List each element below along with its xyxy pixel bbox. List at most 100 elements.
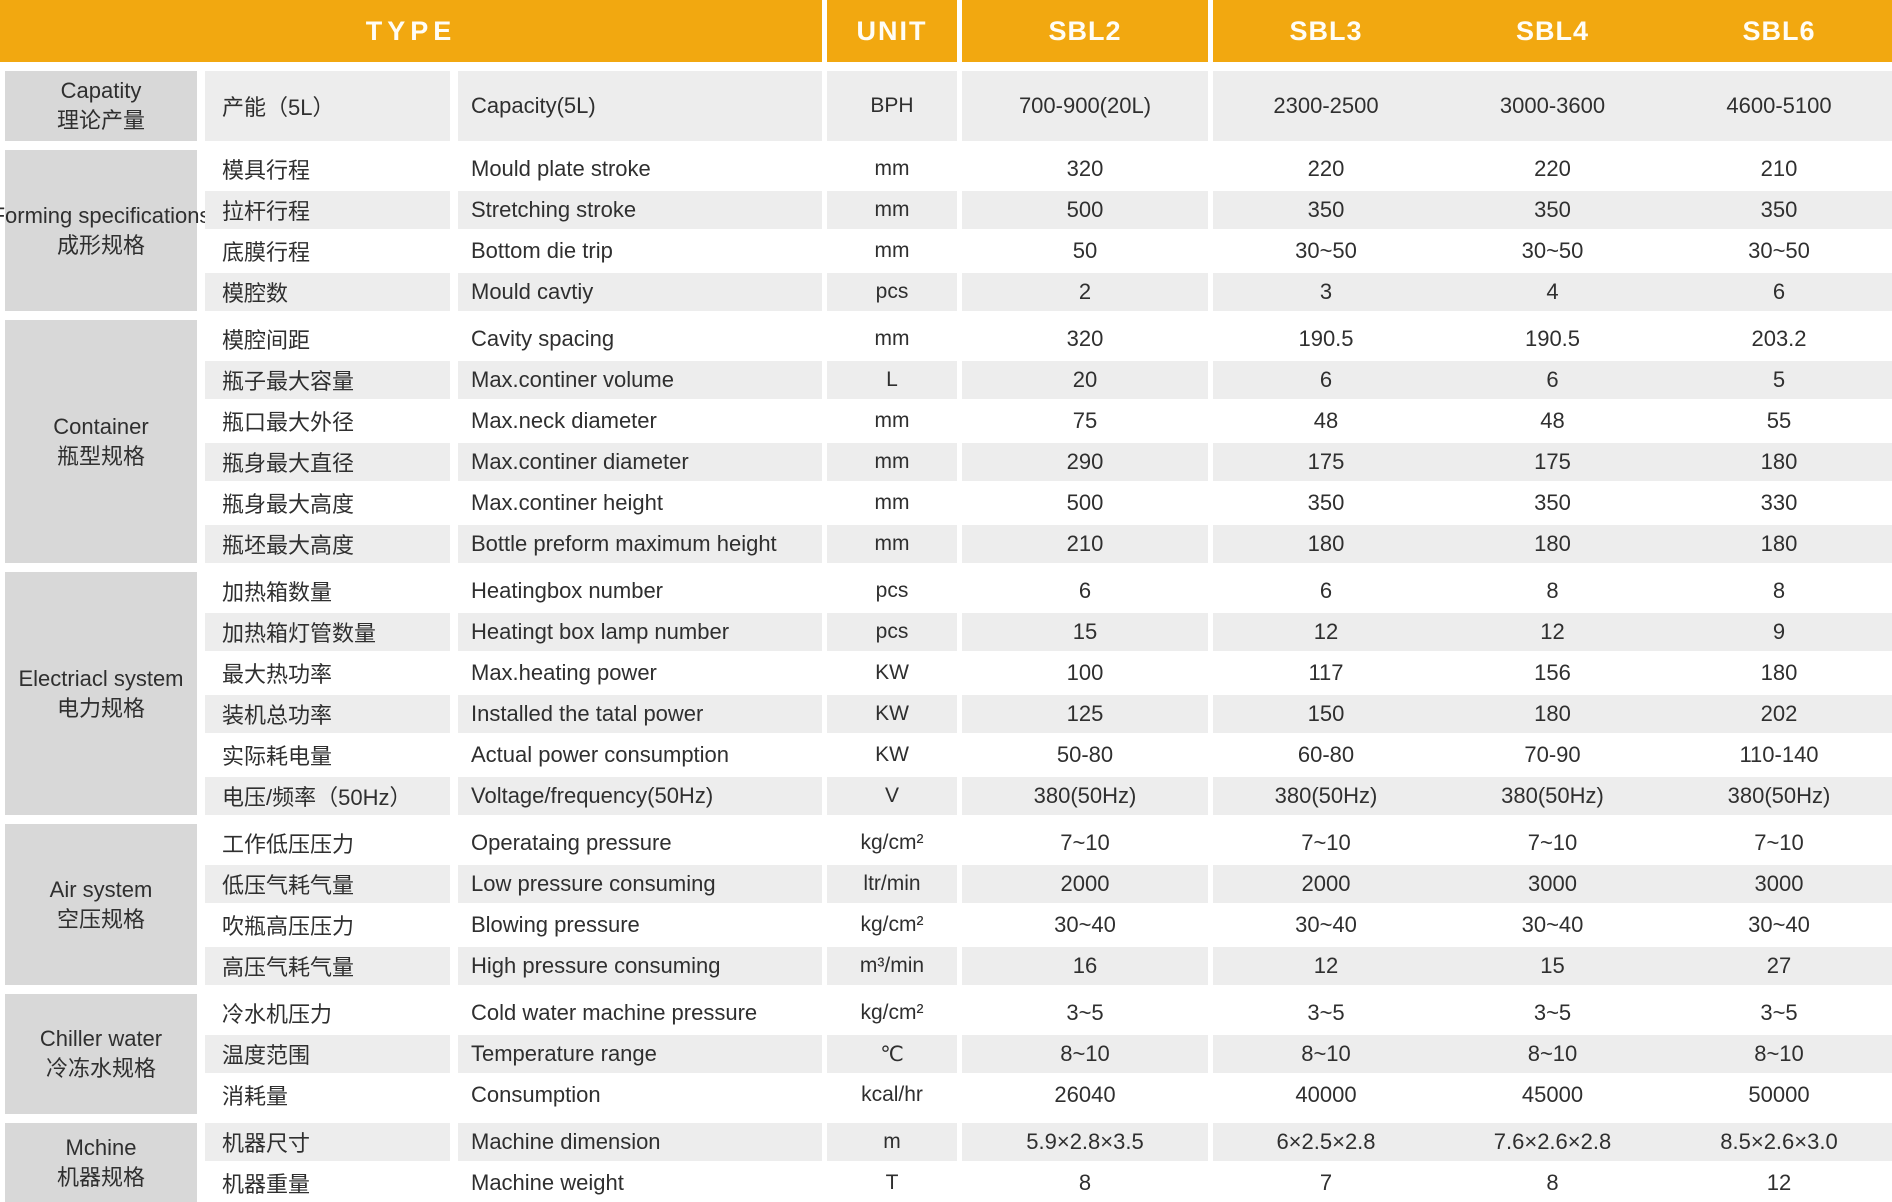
spec-label-en: Machine dimension (458, 1123, 822, 1161)
spec-label-en: Cavity spacing (471, 326, 615, 351)
spec-label-zh: 机器尺寸 (205, 1123, 450, 1161)
spec-label-en: Bottle preform maximum height (458, 525, 822, 563)
group-name-en: Container (53, 413, 149, 439)
spec-value-sbl2: 125 (962, 695, 1208, 733)
spec-value-sbl2: 75 (1072, 408, 1098, 433)
group-name-en: Capatity (60, 78, 142, 104)
spec-value-sbl4: 380(50Hz) (1439, 777, 1666, 815)
group-name-en: Air system (49, 876, 153, 902)
spec-value-sbl6: 6 (1666, 273, 1892, 311)
spec-label-zh: 瓶口最大外径 (222, 410, 355, 435)
group-category-cell: Capatity 理论产量 (5, 71, 197, 141)
spec-value-sbl4: 190.5 (1524, 326, 1581, 351)
group-name-zh: 电力规格 (56, 695, 145, 721)
group-name-zh: 理论产量 (56, 108, 145, 133)
spec-value-sbl3: 3 (1213, 273, 1439, 311)
spec-value-sbl3: 6 (1319, 578, 1333, 603)
spec-value-sbl4: 15 (1439, 947, 1666, 985)
spec-unit: mm (827, 191, 957, 229)
spec-value-sbl4: 7.6×2.6×2.8 (1439, 1123, 1666, 1161)
spec-unit: pcs (875, 579, 909, 602)
spec-group: Capatity 理论产量 产能（5L） Capacity(5L) BPH 700-9… (0, 71, 1892, 141)
spec-value-sbl3: 220 (1307, 156, 1345, 181)
spec-value-sbl3: 40000 (1295, 1082, 1357, 1107)
spec-label-zh: 工作低压压力 (222, 832, 355, 857)
spec-value-sbl3: 150 (1213, 695, 1439, 733)
spec-label-zh: 拉杆行程 (205, 191, 450, 229)
spec-value-sbl6: 8 (1772, 578, 1786, 603)
spec-label-en: Temperature range (458, 1035, 822, 1073)
spec-unit: mm (874, 409, 910, 432)
spec-label-zh: 加热箱灯管数量 (205, 613, 450, 651)
group-category-cell: Electriacl system 电力规格 (5, 572, 197, 815)
spec-label-en: Heatingt box lamp number (458, 613, 822, 651)
spec-value-sbl3: 350 (1307, 490, 1345, 515)
spec-label-en: Bottom die trip (471, 238, 613, 263)
spec-value-sbl3: 350 (1213, 191, 1439, 229)
spec-value-sbl2: 6 (1078, 578, 1092, 603)
group-category-cell: Chiller water 冷冻水规格 (5, 994, 197, 1114)
spec-label-zh: 产能（5L） (205, 71, 450, 141)
spec-unit: KW (875, 743, 909, 766)
spec-value-sbl2: 26040 (1054, 1082, 1116, 1107)
spec-value-sbl6: 8~10 (1666, 1035, 1892, 1073)
spec-group: Mchine 机器规格 机器尺寸 Machine dimension m 5.9×2.… (0, 1123, 1892, 1202)
spec-unit: kg/cm² (860, 1001, 924, 1024)
spec-unit: mm (874, 239, 910, 262)
spec-label-zh: 模腔间距 (222, 328, 311, 353)
spec-group: Forming specifications 成形规格 模具行程 Mould pl… (0, 150, 1892, 311)
spec-unit: pcs (827, 273, 957, 311)
spec-unit: mm (874, 491, 910, 514)
group-name-zh: 成形规格 (56, 232, 145, 258)
spec-label-zh: 最大热功率 (222, 662, 333, 687)
spec-unit: pcs (827, 613, 957, 651)
spec-label-zh: 机器重量 (222, 1172, 311, 1197)
spec-value-sbl6: 3~5 (1760, 1000, 1798, 1025)
spec-unit: kg/cm² (860, 913, 924, 936)
spec-value-sbl4: 6 (1439, 361, 1666, 399)
spec-value-sbl4: 350 (1439, 191, 1666, 229)
spec-value-sbl3: 7~10 (1301, 830, 1351, 855)
group-name-en: Mchine (65, 1134, 137, 1160)
spec-label-zh: 装机总功率 (205, 695, 450, 733)
spec-group: Air system 空压规格 工作低压压力 Operataing pressur… (0, 824, 1892, 985)
spec-value-sbl3: 3~5 (1307, 1000, 1345, 1025)
spec-label-en: Mould cavtiy (458, 273, 822, 311)
spec-label-en: Voltage/frequency(50Hz) (458, 777, 822, 815)
spec-label-zh: 瓶身最大高度 (222, 492, 355, 517)
spec-unit: m (827, 1123, 957, 1161)
spec-value-sbl6: 8.5×2.6×3.0 (1666, 1123, 1892, 1161)
spec-value-sbl4: 7~10 (1527, 830, 1578, 855)
group-name-zh: 瓶型规格 (56, 443, 145, 469)
header-model-sbl6: SBL6 (1666, 0, 1892, 62)
spec-unit: mm (827, 525, 957, 563)
spec-value-sbl3: 117 (1308, 660, 1344, 685)
spec-label-en: Mould plate stroke (471, 156, 651, 181)
spec-value-sbl3: 6×2.5×2.8 (1213, 1123, 1439, 1161)
spec-value-sbl6: 110-140 (1739, 742, 1819, 767)
spec-value-sbl3: 180 (1213, 525, 1439, 563)
spec-value-sbl2: 7~10 (1060, 830, 1110, 855)
spec-value-sbl4: 48 (1540, 408, 1565, 433)
spec-value-sbl2: 2000 (962, 865, 1208, 903)
spec-value-sbl6: 55 (1766, 408, 1792, 433)
spec-value-sbl6: 27 (1666, 947, 1892, 985)
spec-label-en: High pressure consuming (458, 947, 822, 985)
group-name-en: Chiller water (39, 1026, 163, 1052)
spec-value-sbl4: 8 (1546, 578, 1559, 603)
spec-label-zh: 瓶坯最大高度 (205, 525, 450, 563)
spec-value-sbl2: 700-900(20L) (962, 71, 1208, 141)
spec-value-sbl2: 30~40 (1054, 912, 1116, 937)
spec-value-sbl2: 15 (962, 613, 1208, 651)
header-model-sbl2: SBL2 (962, 0, 1208, 62)
spec-value-sbl4: 12 (1439, 613, 1666, 651)
spec-value-sbl4: 70-90 (1524, 742, 1581, 767)
spec-unit: BPH (827, 71, 957, 141)
spec-value-sbl3: 60-80 (1297, 742, 1355, 767)
spec-label-en: Heatingbox number (471, 578, 664, 603)
group-category-cell: Container 瓶型规格 (5, 320, 197, 563)
spec-value-sbl2: 16 (962, 947, 1208, 985)
spec-group: Chiller water 冷冻水规格 冷水机压力 Cold water mach… (0, 994, 1892, 1114)
group-category-cell: Mchine 机器规格 (5, 1123, 197, 1202)
spec-unit: L (827, 361, 957, 399)
